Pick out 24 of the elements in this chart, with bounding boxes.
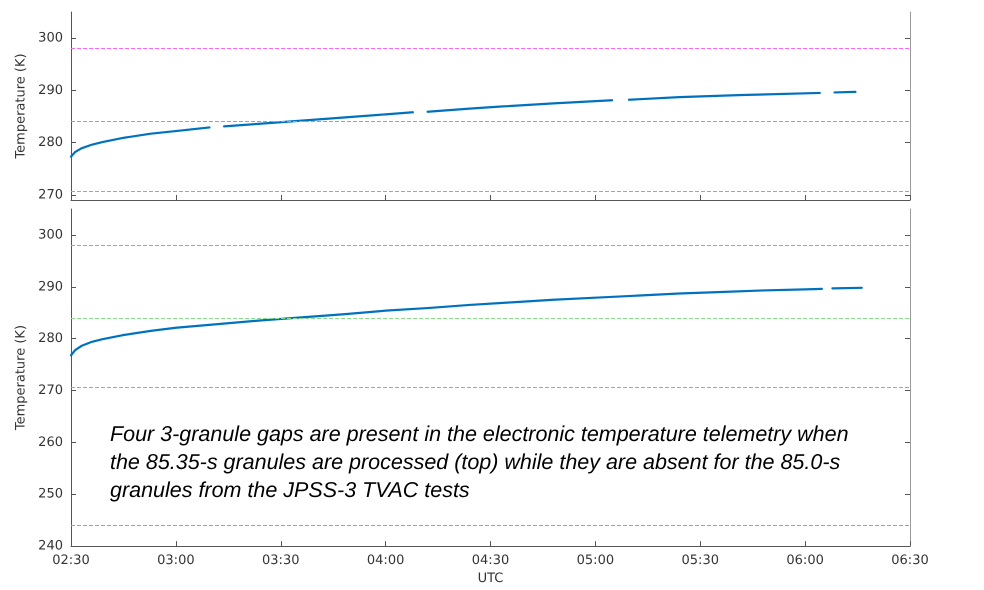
y-tick-label: 250 xyxy=(38,486,63,502)
y-tick-label: 260 xyxy=(38,434,63,450)
y-tick-label: 270 xyxy=(38,383,63,398)
x-axis-title: UTC xyxy=(478,571,504,586)
x-tick-label: 02:30 xyxy=(52,553,90,568)
x-tick-label: 06:30 xyxy=(891,553,929,568)
y-tick-label: 300 xyxy=(38,30,63,46)
x-tick-label: 05:00 xyxy=(576,553,614,568)
y-tick-label: 280 xyxy=(38,135,63,150)
x-tick-label: 05:30 xyxy=(682,553,719,568)
x-tick-label: 04:00 xyxy=(366,553,404,568)
y-axis-title: Temperature (K) xyxy=(13,324,28,432)
x-tick-label: 03:00 xyxy=(157,553,195,568)
x-tick-label: 04:30 xyxy=(472,553,510,568)
x-tick-label: 03:30 xyxy=(262,553,300,568)
y-tick-label: 290 xyxy=(38,82,63,98)
y-tick-label: 270 xyxy=(38,187,63,202)
annotation: Four 3-granule gaps are present in the electronic temperature telemetry when the 85.35-s granules are processed (top) while they are absent for the 85.0-s granules from the JPSS-3 TVAC tests xyxy=(110,422,855,502)
y-axis-title: Temperature (K) xyxy=(13,53,28,160)
y-tick-label: 290 xyxy=(38,279,63,294)
y-tick-label: 280 xyxy=(38,331,63,346)
y-tick-label: 300 xyxy=(38,227,63,242)
y-tick-label: 240 xyxy=(38,538,63,554)
x-tick-label: 06:00 xyxy=(786,553,824,568)
